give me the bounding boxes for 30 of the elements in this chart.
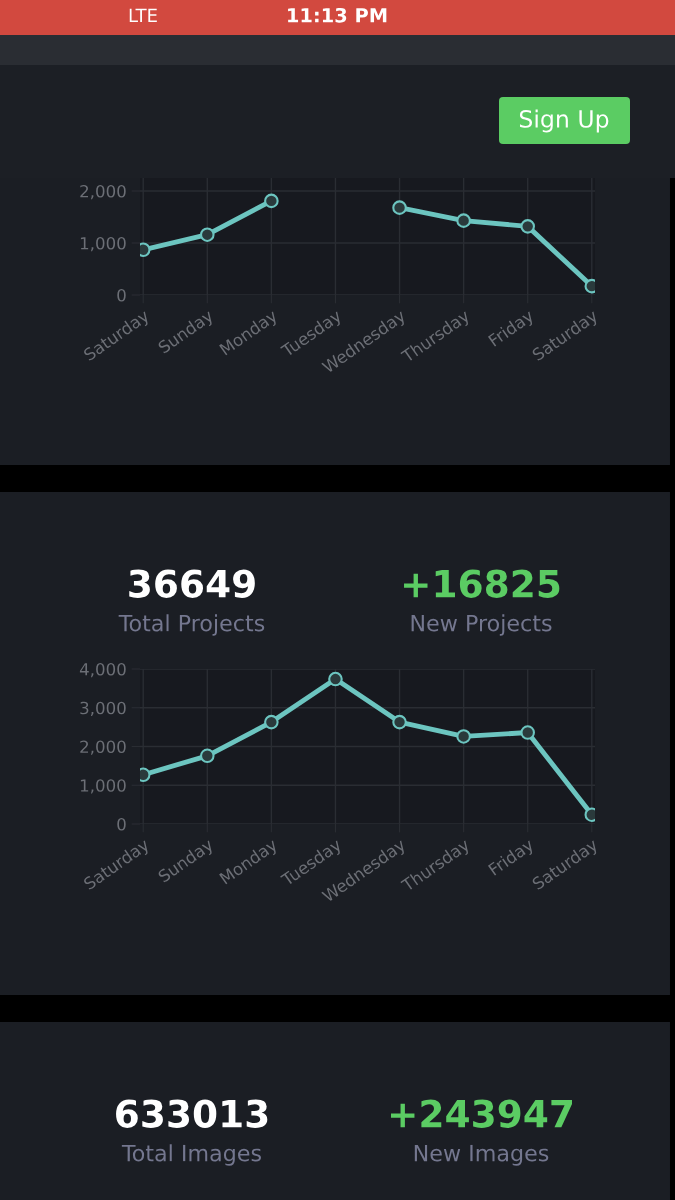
text: Sign Up [519, 109, 609, 133]
y-tick-label: 1,000 [80, 236, 126, 252]
point [264, 193, 279, 209]
y-tick-label: 1,000 [80, 779, 126, 794]
y-tick-label: 3,000 [80, 701, 126, 717]
text: +243947 [390, 1099, 573, 1128]
point [520, 725, 535, 740]
text: 36649 [129, 569, 255, 598]
text: 11:13 PM [288, 7, 387, 23]
y-tick-label: 2,000 [80, 184, 126, 200]
point [392, 714, 407, 730]
point [200, 227, 215, 242]
point [200, 748, 215, 764]
point [392, 200, 407, 215]
text: 633013 [116, 1099, 268, 1128]
y-tick-label: 4,000 [79, 662, 126, 678]
text: LTE [129, 8, 157, 22]
y-tick-label: 0 [117, 817, 126, 831]
point [456, 729, 471, 744]
point [264, 714, 279, 730]
point [328, 671, 343, 687]
text: New Images [414, 1144, 549, 1166]
y-tick-label: 0 [117, 288, 126, 302]
y-tick-label: 2,000 [80, 740, 126, 755]
text: Total Images [121, 1144, 261, 1166]
text: New Projects [411, 614, 552, 636]
text: +16825 [404, 569, 560, 598]
point [456, 213, 471, 228]
text: Total Projects [118, 614, 265, 636]
point [520, 219, 535, 234]
